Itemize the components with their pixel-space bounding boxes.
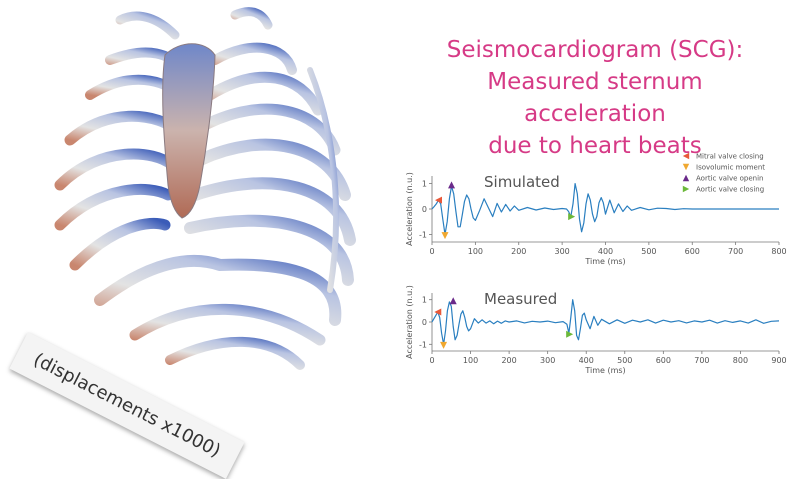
y-tick-label: 1: [422, 296, 427, 305]
ribcage-illustration: [54, 7, 356, 370]
title-line-1: Seismocardiogram (SCG):: [446, 37, 744, 63]
x-tick-label: 700: [694, 356, 709, 365]
x-tick-label: 800: [771, 247, 786, 256]
x-tick-label: 200: [511, 247, 526, 256]
legend-label: Aortic valve closing: [696, 186, 764, 194]
x-tick-label: 100: [468, 247, 483, 256]
y-tick-label: -1: [419, 230, 427, 239]
x-tick-label: 600: [656, 356, 671, 365]
x-tick-label: 200: [501, 356, 516, 365]
legend: Mitral valve closing Isovolumic moment Aor…: [682, 152, 765, 194]
x-tick-label: 300: [554, 247, 569, 256]
title-line-3: due to heart beats: [488, 133, 702, 159]
scg-charts: Mitral valve closing Isovolumic moment Aor…: [405, 152, 787, 376]
event-marker-aortic-closing: [566, 330, 574, 338]
plot-title: Simulated: [484, 173, 560, 191]
event-marker-aortic-closing: [568, 213, 576, 221]
x-tick-label: 900: [771, 356, 786, 365]
y-tick-label: 1: [422, 180, 427, 189]
event-marker-aortic-opening: [449, 297, 457, 305]
x-tick-label: 0: [429, 356, 434, 365]
legend-marker: [682, 163, 690, 171]
event-marker-isovolumic: [441, 232, 449, 240]
x-tick-label: 700: [728, 247, 743, 256]
slide-title: Seismocardiogram (SCG): Measured sternum…: [430, 34, 760, 162]
legend-marker: [682, 152, 690, 160]
legend-marker: [682, 174, 690, 182]
event-marker-isovolumic: [440, 341, 448, 349]
x-tick-label: 600: [685, 247, 700, 256]
scg-trace: [431, 183, 779, 235]
plot-title: Measured: [484, 290, 557, 308]
event-marker-mitral: [435, 196, 443, 204]
y-tick-label: 0: [422, 318, 427, 327]
y-axis-label: Acceleration (n.u.): [405, 285, 414, 359]
y-axis-label: Acceleration (n.u.): [405, 172, 414, 246]
x-tick-label: 100: [463, 356, 478, 365]
legend-label: Mitral valve closing: [696, 153, 764, 161]
y-tick-label: 0: [422, 205, 427, 214]
x-tick-label: 0: [429, 247, 434, 256]
legend-label: Aortic valve openin: [696, 175, 764, 183]
x-tick-label: 300: [540, 356, 555, 365]
x-tick-label: 400: [579, 356, 594, 365]
sternum: [162, 43, 216, 219]
y-tick-label: -1: [419, 340, 427, 349]
legend-label: Isovolumic moment: [696, 164, 765, 172]
x-tick-label: 800: [733, 356, 748, 365]
x-tick-label: 500: [641, 247, 656, 256]
x-tick-label: 500: [617, 356, 632, 365]
x-axis-label: Time (ms): [584, 257, 625, 266]
x-axis-label: Time (ms): [584, 366, 625, 375]
legend-marker: [682, 185, 690, 193]
event-marker-aortic-opening: [448, 181, 456, 189]
x-tick-label: 400: [598, 247, 613, 256]
event-marker-mitral: [434, 308, 442, 316]
title-line-2: Measured sternum acceleration: [487, 69, 703, 127]
scg-trace: [431, 299, 780, 345]
